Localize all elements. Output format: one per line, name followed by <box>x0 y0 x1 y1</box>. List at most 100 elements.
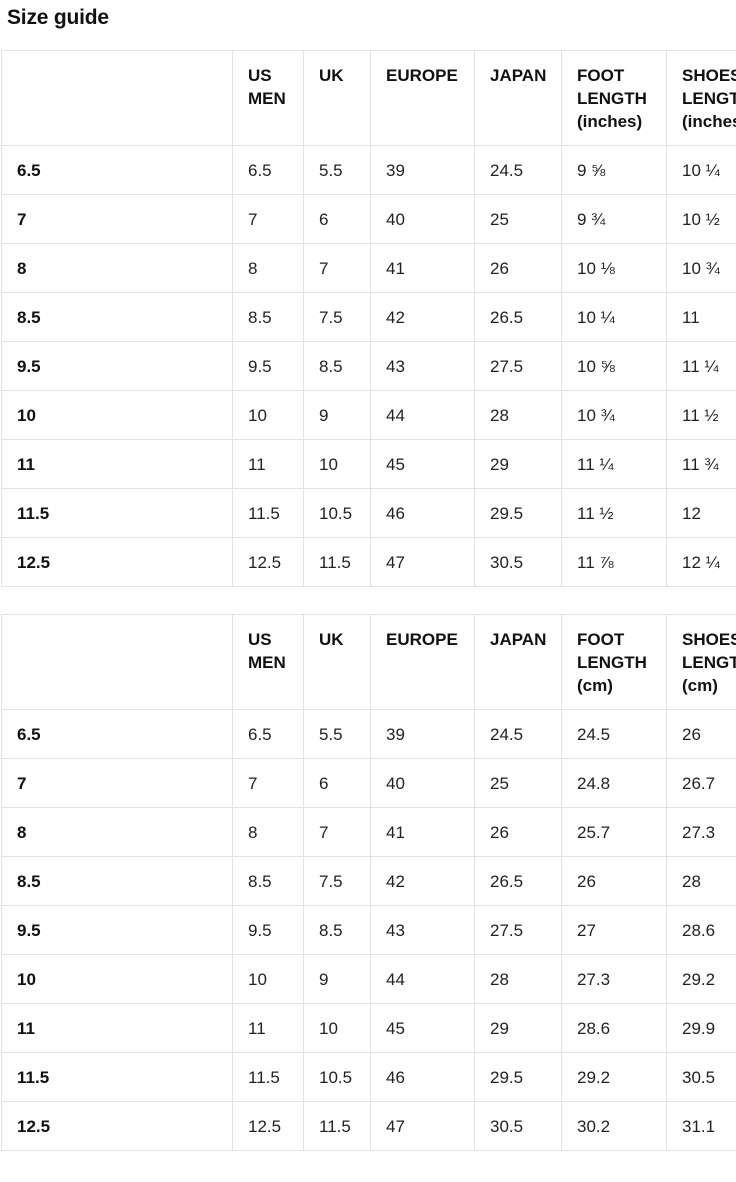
size-cell: 9 <box>304 391 371 440</box>
row-label: 9.5 <box>2 342 233 391</box>
size-cell: 44 <box>371 955 475 1004</box>
size-cell: 27.3 <box>562 955 667 1004</box>
size-cell: 6.5 <box>233 710 304 759</box>
row-label: 11 <box>2 1004 233 1053</box>
size-cell: 40 <box>371 195 475 244</box>
row-label: 6.5 <box>2 146 233 195</box>
size-cell: 44 <box>371 391 475 440</box>
size-cell: 25 <box>475 759 562 808</box>
size-cell: 29 <box>475 1004 562 1053</box>
column-header: FOOT LENGTH (inches) <box>562 51 667 146</box>
size-cell: 11 ¼ <box>562 440 667 489</box>
row-label: 12.5 <box>2 1102 233 1151</box>
size-cell: 11 ½ <box>562 489 667 538</box>
row-label: 7 <box>2 195 233 244</box>
size-cell: 47 <box>371 538 475 587</box>
size-cell: 7.5 <box>304 293 371 342</box>
size-cell: 7 <box>233 195 304 244</box>
size-cell: 12.5 <box>233 1102 304 1151</box>
size-cell: 8.5 <box>233 293 304 342</box>
size-cell: 39 <box>371 146 475 195</box>
size-cell: 11 <box>233 440 304 489</box>
size-cell: 30.2 <box>562 1102 667 1151</box>
size-cell: 40 <box>371 759 475 808</box>
size-cell: 26 <box>475 244 562 293</box>
size-cell: 41 <box>371 244 475 293</box>
size-cell: 11 ½ <box>667 391 736 440</box>
column-header: SHOES LENGTH (inches) <box>667 51 736 146</box>
size-label-column-header <box>2 615 233 710</box>
size-cell: 5.5 <box>304 710 371 759</box>
size-cell: 46 <box>371 1053 475 1102</box>
size-cell: 10 <box>233 391 304 440</box>
size-cell: 26.7 <box>667 759 736 808</box>
column-header: EUROPE <box>371 51 475 146</box>
size-cell: 43 <box>371 906 475 955</box>
size-cell: 10 <box>304 440 371 489</box>
size-cell: 10.5 <box>304 1053 371 1102</box>
size-cell: 26 <box>667 710 736 759</box>
size-cell: 11 ¼ <box>667 342 736 391</box>
size-cell: 39 <box>371 710 475 759</box>
size-cell: 10.5 <box>304 489 371 538</box>
column-header: UK <box>304 51 371 146</box>
size-cell: 12 ¼ <box>667 538 736 587</box>
size-cell: 6 <box>304 195 371 244</box>
size-cell: 28 <box>667 857 736 906</box>
size-cell: 27 <box>562 906 667 955</box>
size-cell: 26 <box>475 808 562 857</box>
size-cell: 10 ¾ <box>562 391 667 440</box>
row-label: 11.5 <box>2 1053 233 1102</box>
size-cell: 46 <box>371 489 475 538</box>
size-cell: 11.5 <box>233 489 304 538</box>
column-header: UK <box>304 615 371 710</box>
size-cell: 12 <box>667 489 736 538</box>
column-header: FOOT LENGTH (cm) <box>562 615 667 710</box>
size-cell: 30.5 <box>475 1102 562 1151</box>
size-cell: 42 <box>371 857 475 906</box>
row-label: 8.5 <box>2 857 233 906</box>
size-cell: 9 ¾ <box>562 195 667 244</box>
size-cell: 6.5 <box>233 146 304 195</box>
size-cell: 11 <box>667 293 736 342</box>
column-header: EUROPE <box>371 615 475 710</box>
size-cell: 27.5 <box>475 906 562 955</box>
size-cell: 30.5 <box>667 1053 736 1102</box>
size-cell: 24.5 <box>475 146 562 195</box>
size-cell: 10 ¾ <box>667 244 736 293</box>
page-title: Size guide <box>7 4 736 32</box>
size-cell: 9 <box>304 955 371 1004</box>
size-cell: 8.5 <box>304 906 371 955</box>
row-label: 8.5 <box>2 293 233 342</box>
size-cell: 26 <box>562 857 667 906</box>
row-label: 10 <box>2 391 233 440</box>
size-cell: 10 ⅝ <box>562 342 667 391</box>
size-cell: 10 <box>304 1004 371 1053</box>
size-cell: 11 <box>233 1004 304 1053</box>
size-cell: 27.5 <box>475 342 562 391</box>
size-cell: 43 <box>371 342 475 391</box>
size-cell: 10 ⅛ <box>562 244 667 293</box>
row-label: 8 <box>2 244 233 293</box>
size-cell: 7 <box>304 244 371 293</box>
size-cell: 11.5 <box>304 538 371 587</box>
size-cell: 27.3 <box>667 808 736 857</box>
size-cell: 8 <box>233 808 304 857</box>
size-cell: 9.5 <box>233 342 304 391</box>
column-header: US MEN <box>233 51 304 146</box>
size-cell: 12.5 <box>233 538 304 587</box>
size-cell: 11.5 <box>233 1053 304 1102</box>
